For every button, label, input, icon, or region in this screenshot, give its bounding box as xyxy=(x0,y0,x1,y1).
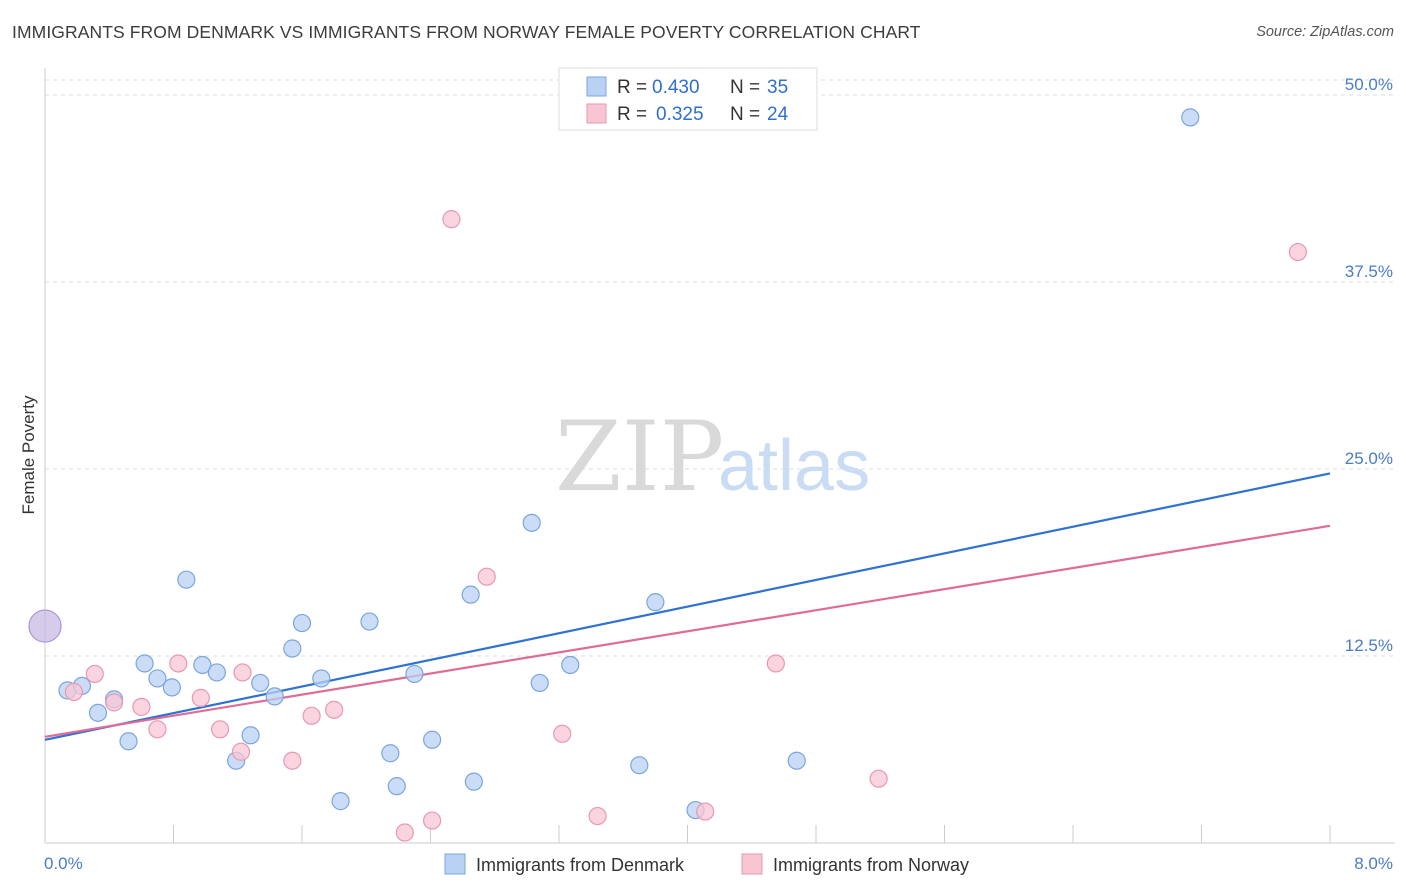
legend-r-value: 0.325 xyxy=(656,104,704,125)
y-tick-label: 12.5% xyxy=(1345,636,1393,655)
norway-point xyxy=(588,806,607,826)
denmark-point xyxy=(461,585,480,604)
norway-point xyxy=(477,567,496,586)
norway-point xyxy=(869,769,888,788)
source-credit: Source: ZipAtlas.com xyxy=(1256,24,1394,40)
denmark-point xyxy=(312,669,331,688)
denmark-point xyxy=(207,663,226,682)
watermark: ZIP atlas xyxy=(555,401,870,513)
denmark-point xyxy=(387,777,406,796)
norway-point xyxy=(1288,242,1307,262)
legend-r-label: R = xyxy=(617,77,647,98)
correlation-legend: R = 0.430 N = 35 R = 0.325 N = 24 xyxy=(558,67,818,131)
series-legend-label-norway: Immigrants from Norway xyxy=(773,855,969,875)
denmark-point xyxy=(423,730,442,749)
norway-point xyxy=(104,693,124,712)
denmark-point xyxy=(265,687,284,706)
watermark-zip: ZIP xyxy=(555,401,724,513)
norway-point xyxy=(148,720,167,739)
y-axis-label: Female Poverty xyxy=(19,395,38,515)
denmark-point xyxy=(135,654,154,673)
data-points xyxy=(28,108,1307,842)
norway-point xyxy=(442,210,461,229)
norway-point xyxy=(283,751,302,770)
norway-point xyxy=(395,823,414,842)
x-tick-label: 8.0% xyxy=(1354,854,1393,873)
series-legend-swatch-denmark xyxy=(444,853,466,875)
norway-point xyxy=(231,742,251,761)
legend-swatch-denmark xyxy=(586,76,607,97)
denmark-point xyxy=(630,756,649,775)
denmark-point xyxy=(28,609,62,643)
norway-point xyxy=(132,697,151,716)
series-legend: Immigrants from Denmark Immigrants from … xyxy=(444,853,969,875)
denmark-point xyxy=(331,792,350,811)
denmark-point xyxy=(522,513,541,532)
norway-point xyxy=(169,654,188,673)
denmark-point xyxy=(381,744,400,763)
denmark-point xyxy=(464,772,483,791)
y-tick-label: 37.5% xyxy=(1345,262,1393,281)
denmark-point xyxy=(193,655,212,675)
norway-point xyxy=(553,724,572,743)
watermark-atlas: atlas xyxy=(718,426,870,506)
denmark-point xyxy=(177,570,196,589)
denmark-point xyxy=(162,678,181,697)
denmark-point xyxy=(1181,108,1200,127)
legend-swatch-norway xyxy=(586,103,607,124)
legend-n-label: N = xyxy=(730,104,760,125)
denmark-point xyxy=(283,639,302,658)
norway-point xyxy=(85,664,104,684)
denmark-point xyxy=(88,703,108,722)
norway-point xyxy=(233,663,252,682)
denmark-point xyxy=(241,726,260,745)
denmark-point xyxy=(787,751,806,770)
denmark-point xyxy=(251,673,270,693)
denmark-point xyxy=(360,612,379,631)
norway-point xyxy=(423,811,442,830)
y-tick-label: 50.0% xyxy=(1345,75,1393,94)
norway-point xyxy=(302,706,321,725)
denmark-point xyxy=(530,673,549,693)
norway-point xyxy=(210,720,230,739)
chart-title: IMMIGRANTS FROM DENMARK VS IMMIGRANTS FR… xyxy=(12,22,921,42)
legend-r-value: 0.430 xyxy=(652,77,700,98)
legend-n-value: 24 xyxy=(767,104,789,125)
trend-line-denmark xyxy=(44,472,1331,741)
denmark-point xyxy=(119,732,138,751)
series-legend-swatch-norway xyxy=(741,853,763,875)
legend-n-value: 35 xyxy=(767,77,788,98)
denmark-point xyxy=(292,613,312,633)
norway-point xyxy=(696,802,715,821)
legend-n-label: N = xyxy=(730,77,760,98)
series-legend-label-denmark: Immigrants from Denmark xyxy=(476,855,685,875)
norway-point xyxy=(64,682,84,701)
legend-r-label: R = xyxy=(617,104,647,125)
norway-point xyxy=(766,654,785,673)
y-tick-labels: 12.5% 25.0% 37.5% 50.0% xyxy=(1345,75,1393,655)
grid-lines xyxy=(45,79,1395,657)
x-tick-label: 0.0% xyxy=(44,854,83,873)
y-tick-label: 25.0% xyxy=(1345,449,1393,468)
norway-point xyxy=(325,700,344,719)
denmark-point xyxy=(405,664,424,684)
axes xyxy=(44,68,1395,844)
trend-lines xyxy=(44,472,1331,741)
denmark-point xyxy=(646,593,665,612)
denmark-point xyxy=(561,655,580,675)
norway-point xyxy=(191,688,210,707)
denmark-point xyxy=(148,669,167,688)
x-tick-labels: 0.0% 8.0% xyxy=(44,854,1393,873)
trend-line-norway xyxy=(44,524,1331,738)
